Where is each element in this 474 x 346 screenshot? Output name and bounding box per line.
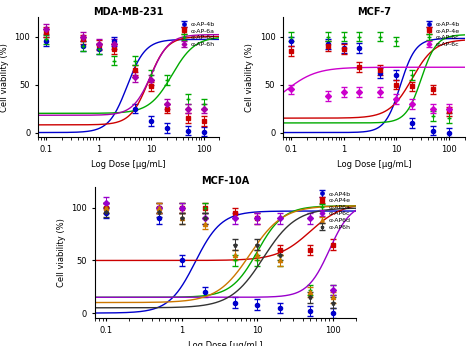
Legend: α-AP4b, α-AP4e, α-AP6a, α-AP6c, α-AP6d, α-AP6h: α-AP4b, α-AP4e, α-AP6a, α-AP6c, α-AP6d, … [317,190,352,231]
Title: MDA-MB-231: MDA-MB-231 [93,7,164,17]
X-axis label: Log Dose [μg/mL]: Log Dose [μg/mL] [337,160,411,169]
Title: MCF-10A: MCF-10A [201,176,249,186]
X-axis label: Log Dose [μg/mL]: Log Dose [μg/mL] [188,340,263,346]
Y-axis label: Cell viability (%): Cell viability (%) [0,43,9,112]
Legend: α-AP-4b, α-AP-4e, α-AP-6c, α-AP-6c: α-AP-4b, α-AP-4e, α-AP-6c, α-AP-6c [423,20,461,48]
Legend: α-AP-4b, α-AP-6a, α-AP-6d, α-AP-6h: α-AP-4b, α-AP-6a, α-AP-6d, α-AP-6h [178,20,216,48]
Y-axis label: Cell viability (%): Cell viability (%) [57,218,66,287]
X-axis label: Log Dose [μg/mL]: Log Dose [μg/mL] [91,160,166,169]
Y-axis label: Cell viability (%): Cell viability (%) [245,43,254,112]
Title: MCF-7: MCF-7 [357,7,391,17]
